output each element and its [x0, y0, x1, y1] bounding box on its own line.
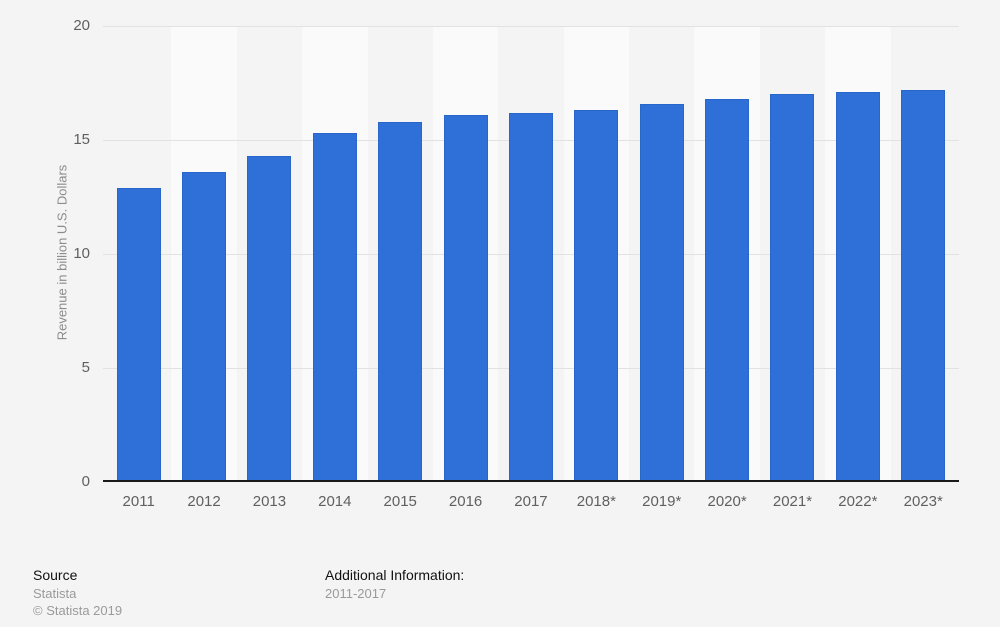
source-label: Source [33, 567, 78, 583]
x-axis-tick-label: 2013 [252, 493, 287, 510]
additional-information-label: Additional Information: [325, 567, 465, 583]
bar-2013 [247, 155, 292, 482]
bar-2023 [901, 89, 946, 482]
y-axis-tick-label: 5 [81, 359, 90, 376]
bar-2021 [770, 94, 815, 482]
bar-2014 [312, 133, 357, 482]
x-axis-tick-label: 2016 [448, 493, 483, 510]
bar-2019 [639, 103, 684, 482]
copyright-text: © Statista 2019 [33, 603, 123, 618]
bar-2011 [116, 187, 161, 482]
y-axis-tick-label: 10 [73, 245, 90, 262]
x-axis-tick-label: 2011 [122, 493, 155, 510]
x-axis-tick-label: 2014 [318, 493, 352, 510]
y-axis-tick-label: 0 [81, 473, 90, 490]
bar-2020 [705, 98, 750, 482]
bar-2018 [574, 110, 619, 482]
bar-2016 [443, 114, 488, 482]
x-axis-tick-label: 2019* [642, 493, 682, 510]
bar-chart: Revenue in billion U.S. Dollars 0 5 10 15 20… [55, 17, 959, 510]
x-axis-tick-label: 2015 [383, 493, 417, 510]
y-axis-tick-label: 20 [73, 17, 90, 34]
source-value: Statista [33, 586, 77, 601]
bar-2015 [378, 121, 423, 482]
bar-2017 [508, 112, 553, 482]
x-axis-line [103, 480, 959, 482]
bar-2012 [182, 171, 227, 482]
x-axis-tick-label: 2022* [838, 493, 878, 510]
x-axis-tick-label: 2017 [514, 493, 548, 510]
x-axis-tick-label: 2020* [707, 493, 747, 510]
x-axis-tick-label: 2018* [576, 493, 616, 510]
gridline [103, 26, 959, 27]
bar-2022 [835, 92, 880, 482]
x-axis-tick-label: 2012 [187, 493, 221, 510]
x-axis-tick-label: 2021* [772, 493, 813, 510]
additional-information-value: 2011-2017 [325, 586, 387, 601]
y-axis-tick-label: 15 [73, 131, 90, 148]
x-axis-tick-label: 2023* [903, 493, 943, 510]
